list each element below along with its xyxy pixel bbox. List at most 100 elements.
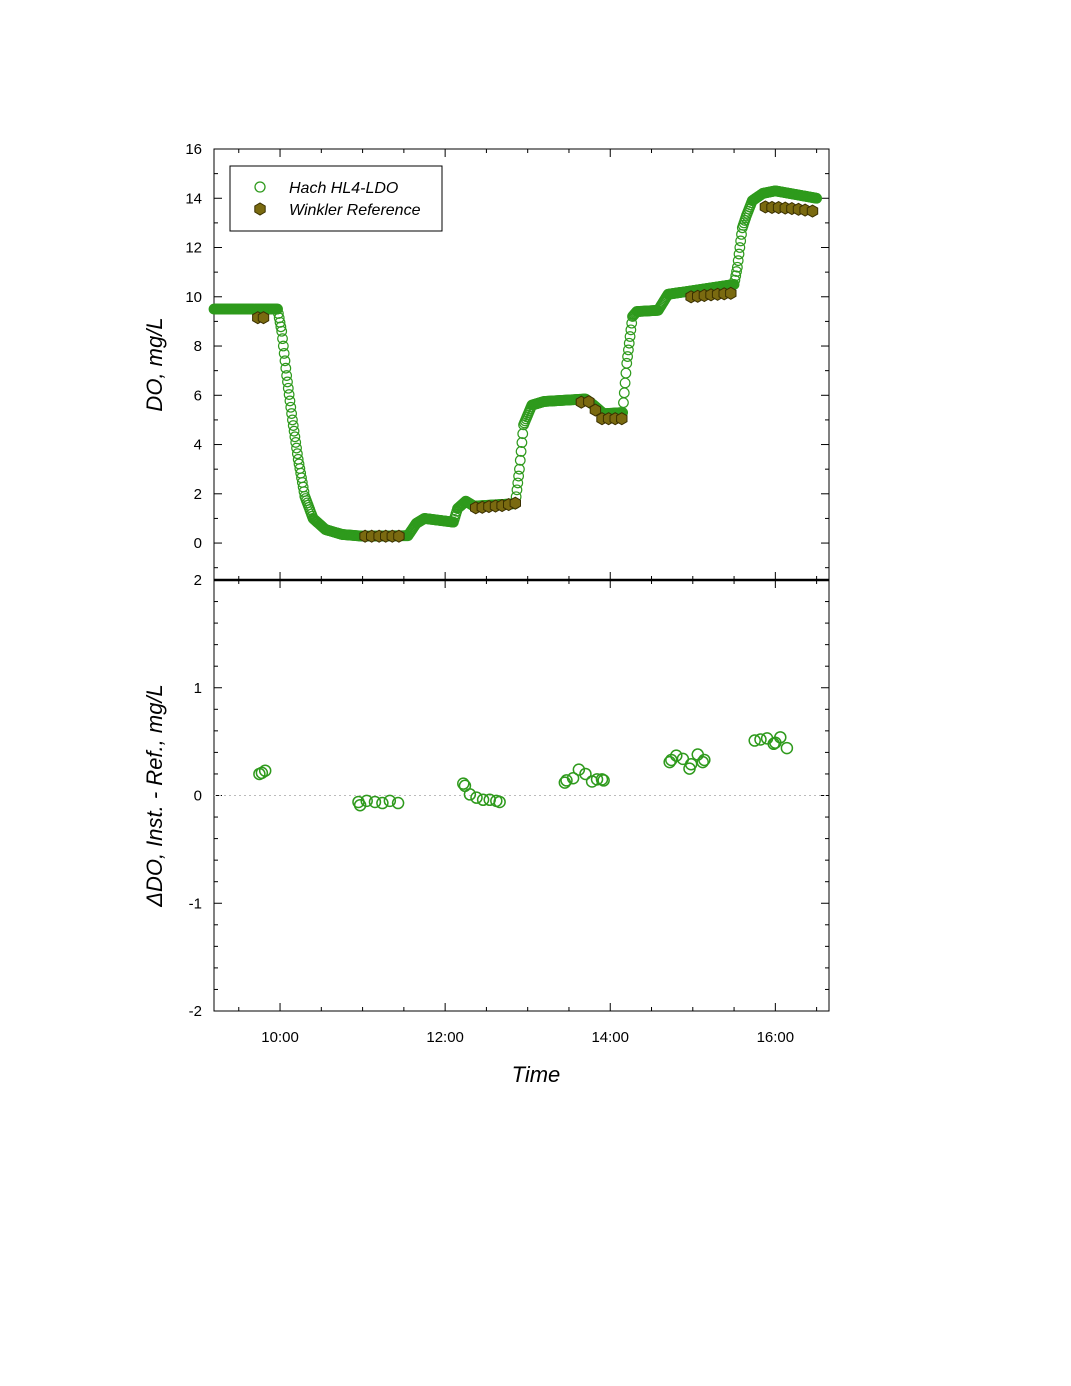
delta-do-point bbox=[353, 798, 367, 812]
delta-do-point bbox=[579, 767, 592, 781]
delta-do-point bbox=[754, 733, 767, 746]
hach-ldo-point bbox=[623, 344, 634, 356]
hach-ldo-point bbox=[287, 414, 298, 426]
hach-ldo-point bbox=[620, 367, 632, 379]
hach-ldo-point bbox=[731, 261, 743, 273]
hach-ldo-point bbox=[623, 337, 635, 349]
hach-ldo-point bbox=[731, 266, 742, 277]
delta-do-point bbox=[590, 773, 604, 786]
winkler-point bbox=[257, 311, 270, 325]
delta-do-point bbox=[780, 741, 794, 755]
hach-ldo-point bbox=[286, 408, 297, 419]
x-tick-label: 16:00 bbox=[757, 1029, 795, 1046]
delta-do-point bbox=[670, 749, 683, 762]
hach-ldo-point bbox=[513, 470, 525, 482]
delta-do-point bbox=[391, 796, 405, 810]
hach-ldo-point bbox=[275, 321, 287, 333]
delta-do-point bbox=[663, 755, 676, 769]
hach-ldo-point bbox=[289, 431, 301, 443]
hach-ldo-point bbox=[511, 484, 523, 496]
delta-do-point bbox=[360, 794, 373, 808]
delta-do-point bbox=[368, 795, 382, 809]
delta-do-point bbox=[376, 796, 389, 810]
hach-ldo-point bbox=[277, 333, 288, 345]
hach-ldo-point bbox=[732, 255, 744, 267]
legend-winkler-marker bbox=[254, 202, 266, 216]
delta-do-point bbox=[696, 755, 709, 769]
hach-ldo-point bbox=[287, 420, 299, 431]
winkler-point bbox=[509, 496, 521, 510]
delta-do-point bbox=[684, 758, 698, 771]
delta-do-point bbox=[470, 791, 483, 804]
y-tick-label: 12 bbox=[185, 240, 202, 257]
hach-ldo-point bbox=[291, 448, 303, 460]
delta-do-point bbox=[698, 753, 711, 767]
hach-ldo-point bbox=[734, 242, 746, 253]
hach-ldo-point bbox=[279, 355, 291, 367]
legend-hach-label: Hach HL4-LDO bbox=[289, 180, 398, 197]
hach-ldo-point bbox=[514, 463, 525, 475]
hach-ldo-point bbox=[624, 331, 636, 342]
hach-ldo-point bbox=[730, 270, 742, 282]
y-tick-label: -2 bbox=[189, 1003, 202, 1020]
winkler-point bbox=[725, 286, 737, 300]
hach-ldo-point bbox=[514, 454, 526, 466]
y-tick-label: 16 bbox=[185, 141, 202, 158]
hach-ldo-point bbox=[622, 351, 633, 362]
legend-box bbox=[229, 165, 443, 232]
y-tick-label: 1 bbox=[194, 680, 202, 697]
delta-do-point bbox=[383, 794, 397, 808]
y-tick-label: 8 bbox=[194, 338, 202, 355]
y-tick-label: 2 bbox=[194, 572, 202, 589]
legend-hach-marker bbox=[254, 181, 266, 193]
delta-do-point bbox=[767, 737, 780, 751]
hach-ldo-point bbox=[618, 387, 630, 399]
hach-ldo-point bbox=[619, 377, 631, 389]
y-tick-label: 0 bbox=[194, 535, 202, 552]
y-tick-label: 6 bbox=[194, 387, 202, 404]
hach-ldo-point bbox=[281, 370, 293, 381]
winkler-point bbox=[806, 204, 819, 218]
delta-do-point bbox=[255, 766, 269, 780]
hach-ldo-point bbox=[276, 325, 288, 337]
hach-ldo-point bbox=[290, 437, 302, 448]
bottom-y-axis-title: ΔDO, Inst. - Ref., mg/L bbox=[142, 684, 167, 908]
delta-do-point bbox=[476, 793, 490, 807]
x-tick-label: 14:00 bbox=[591, 1029, 629, 1046]
x-tick-label: 12:00 bbox=[426, 1029, 464, 1046]
delta-do-point bbox=[676, 752, 690, 766]
hach-ldo-point bbox=[621, 357, 633, 369]
top-panel-data bbox=[208, 185, 823, 543]
winkler-point bbox=[393, 529, 405, 543]
delta-do-point bbox=[566, 772, 580, 785]
hach-ldo-point bbox=[515, 446, 527, 457]
hach-ldo-point bbox=[280, 362, 292, 374]
y-tick-label: 2 bbox=[194, 486, 202, 503]
hach-ldo-point bbox=[285, 401, 297, 413]
y-tick-label: 10 bbox=[185, 289, 202, 306]
hach-ldo-point bbox=[278, 348, 290, 359]
axes-layer: 10:00 12:00 14:00 16:000246810121416-2-1012… bbox=[142, 141, 830, 1087]
hach-ldo-point bbox=[282, 376, 293, 388]
delta-do-point bbox=[572, 763, 586, 776]
hach-ldo-point bbox=[625, 324, 637, 336]
bottom-plot-frame bbox=[213, 579, 830, 1012]
winkler-point bbox=[616, 412, 628, 426]
delta-do-point bbox=[258, 764, 272, 777]
y-tick-label: 0 bbox=[194, 788, 202, 805]
hach-ldo-point bbox=[618, 397, 629, 409]
delta-do-point bbox=[595, 773, 609, 786]
delta-do-point bbox=[597, 774, 610, 787]
hach-ldo-point bbox=[811, 192, 823, 204]
hach-ldo-point bbox=[735, 235, 747, 247]
delta-do-point bbox=[463, 788, 477, 801]
y-tick-label: -1 bbox=[189, 895, 202, 912]
hach-ldo-point bbox=[512, 477, 524, 489]
hach-ldo-point bbox=[517, 428, 529, 440]
delta-do-point bbox=[493, 795, 506, 809]
hach-ldo-point bbox=[284, 395, 296, 407]
legend: Hach HL4-LDO Winkler Reference bbox=[229, 165, 443, 232]
legend-winkler-label: Winkler Reference bbox=[289, 202, 421, 219]
winkler-point bbox=[589, 403, 602, 417]
